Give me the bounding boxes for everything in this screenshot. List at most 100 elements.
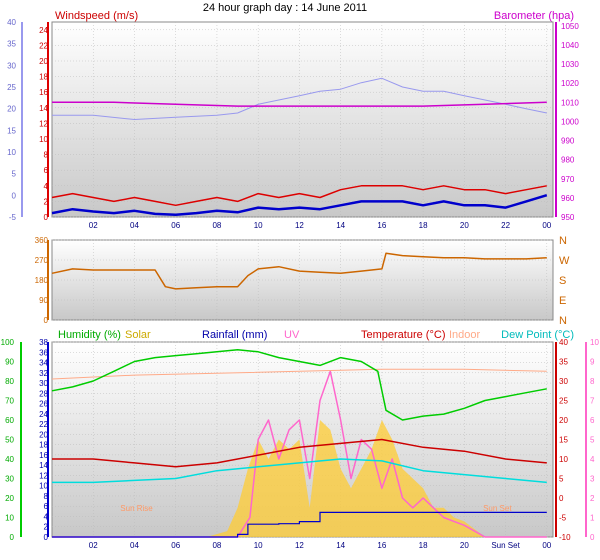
- solar-area: [52, 420, 547, 537]
- baro-y-tick-label: 1000: [561, 117, 579, 126]
- multi-x-tick-label: 20: [460, 541, 469, 550]
- humidity-y-tick-label: 40: [5, 455, 14, 464]
- rain-y-tick-label: 16: [39, 451, 48, 460]
- temp-y-tick-label: -10: [559, 533, 571, 542]
- wind-y-tick-label: 14: [39, 104, 48, 113]
- dewpoint-line: [52, 458, 547, 484]
- compass-tick-label: N: [559, 235, 567, 247]
- wind-y-tick-label: 18: [39, 73, 48, 82]
- wind-y-tick-label: 10: [39, 135, 48, 144]
- multi-x-tick-label: 06: [171, 541, 180, 550]
- compass-tick-label: S: [559, 275, 566, 287]
- wind-x-tick-label: 12: [295, 221, 304, 230]
- humidity-line: [51, 349, 547, 421]
- dewpoint-legend: Dew Point (°C): [501, 329, 574, 341]
- multi-x-tick-label: Sun Set: [491, 541, 520, 550]
- wind-y-tick-label: 8: [44, 151, 49, 160]
- rain-y-tick-label: 34: [39, 359, 48, 368]
- sun-set-label: Sun Set: [483, 504, 512, 513]
- humidity-y-tick-label: 0: [10, 533, 15, 542]
- indoor-line: [51, 368, 547, 380]
- baro-y-tick-label: 960: [561, 194, 575, 203]
- multi-x-tick-label: 02: [89, 541, 98, 550]
- wind-gust-line: [51, 185, 547, 207]
- uv-y-tick-label: 3: [590, 475, 595, 484]
- chart-title: 24 hour graph day : 14 June 2011: [203, 2, 367, 14]
- multi-x-tick-label: 08: [212, 541, 221, 550]
- outer-y-tick-label: 5: [12, 170, 17, 179]
- uv-legend: UV: [284, 329, 300, 341]
- barometer-axis-label: Barometer (hpa): [494, 10, 574, 22]
- outer-y-tick-label: 35: [7, 40, 16, 49]
- wind-panel-bg: [51, 21, 554, 218]
- baro-y-tick-label: 1040: [561, 41, 579, 50]
- outer-y-tick-label: 0: [12, 191, 17, 200]
- humidity-y-tick-label: 10: [5, 514, 14, 523]
- multi-x-tick-label: 00: [542, 541, 551, 550]
- temp-y-tick-label: 30: [559, 377, 568, 386]
- rain-y-tick-label: 32: [39, 369, 48, 378]
- uv-y-tick-label: 0: [590, 533, 595, 542]
- wind-y-tick-label: 4: [44, 182, 49, 191]
- uv-y-tick-label: 1: [590, 514, 595, 523]
- rain-y-tick-label: 4: [44, 512, 49, 521]
- uv-y-tick-label: 8: [590, 377, 595, 386]
- baro-y-tick-label: 1020: [561, 79, 579, 88]
- rain-y-tick-label: 0: [44, 533, 49, 542]
- outer-y-tick-label: 30: [7, 61, 16, 70]
- direction-y-tick-label: 360: [35, 236, 49, 245]
- humidity-y-tick-label: 30: [5, 475, 14, 484]
- baro-y-tick-label: 980: [561, 156, 575, 165]
- baro-y-tick-label: 1030: [561, 60, 579, 69]
- uv-y-tick-label: 5: [590, 436, 595, 445]
- rain-y-tick-label: 26: [39, 400, 48, 409]
- rain-y-tick-label: 14: [39, 461, 48, 470]
- wind-y-tick-label: 24: [39, 26, 48, 35]
- humidity-y-tick-label: 90: [5, 358, 14, 367]
- baro-y-tick-label: 970: [561, 175, 575, 184]
- temperature-legend: Temperature (°C): [361, 329, 445, 341]
- rain-y-tick-label: 20: [39, 430, 48, 439]
- baro-y-tick-label: 950: [561, 213, 575, 222]
- rain-y-tick-label: 36: [39, 348, 48, 357]
- wind-x-tick-label: 20: [460, 221, 469, 230]
- outer-y-tick-label: -5: [9, 213, 17, 222]
- uv-y-tick-label: 9: [590, 358, 595, 367]
- wind-x-tick-label: 04: [130, 221, 139, 230]
- wind-x-tick-label: 00: [542, 221, 551, 230]
- temp-y-tick-label: -5: [559, 514, 567, 523]
- rain-y-tick-label: 6: [44, 502, 49, 511]
- baro-y-tick-label: 990: [561, 137, 575, 146]
- humidity-y-tick-label: 70: [5, 397, 14, 406]
- multi-x-tick-label: 14: [336, 541, 345, 550]
- wind-x-tick-label: 10: [254, 221, 263, 230]
- wind-y-tick-label: 6: [44, 166, 49, 175]
- secondary-blue-line: [52, 77, 547, 120]
- rain-y-tick-label: 38: [39, 338, 48, 347]
- wind-y-tick-label: 16: [39, 88, 48, 97]
- humidity-y-tick-label: 60: [5, 416, 14, 425]
- baro-y-tick-label: 1010: [561, 98, 579, 107]
- direction-y-tick-label: 270: [35, 256, 49, 265]
- wind-y-tick-label: 2: [44, 197, 49, 206]
- temp-y-tick-label: 5: [559, 475, 564, 484]
- temp-y-tick-label: 20: [559, 416, 568, 425]
- wind-x-tick-label: 18: [419, 221, 428, 230]
- rain-y-tick-label: 10: [39, 482, 48, 491]
- wind-y-tick-label: 12: [39, 119, 48, 128]
- wind-x-tick-label: 06: [171, 221, 180, 230]
- windspeed-axis-label: Windspeed (m/s): [55, 10, 138, 22]
- outer-y-tick-label: 15: [7, 126, 16, 135]
- baro-y-tick-label: 1050: [561, 22, 579, 31]
- solar-legend: Solar: [125, 329, 151, 341]
- temperature-line: [52, 438, 547, 468]
- humidity-y-tick-label: 100: [1, 338, 15, 347]
- wind-average-line: [51, 194, 548, 216]
- compass-tick-label: N: [559, 315, 567, 327]
- wind-y-tick-label: 0: [44, 213, 49, 222]
- wind-x-tick-label: 22: [501, 221, 510, 230]
- rain-y-tick-label: 22: [39, 420, 48, 429]
- rainfall-line: [52, 511, 547, 538]
